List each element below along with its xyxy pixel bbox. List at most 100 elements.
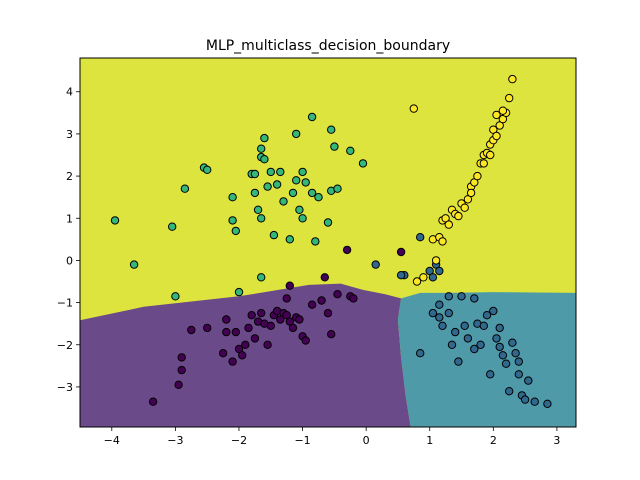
data-point-class-2 [257, 273, 266, 282]
data-point-class-3 [486, 150, 495, 160]
data-point-class-0 [222, 315, 231, 324]
data-point-class-1 [470, 344, 479, 354]
data-point-class-2 [301, 178, 310, 187]
y-tick-label: −3 [57, 381, 73, 394]
y-tick-label: 0 [66, 254, 73, 267]
data-point-class-2 [180, 184, 190, 193]
data-point-class-1 [495, 323, 504, 333]
data-point-class-2 [292, 176, 301, 185]
data-point-class-1 [530, 397, 539, 406]
data-point-class-2 [110, 216, 120, 225]
data-point-class-3 [409, 104, 418, 113]
data-point-class-1 [460, 321, 469, 330]
data-point-class-3 [473, 171, 482, 181]
data-point-class-1 [416, 233, 425, 242]
data-point-class-2 [288, 188, 298, 198]
data-point-class-2 [279, 197, 288, 206]
data-point-class-0 [288, 323, 298, 333]
data-point-class-1 [492, 334, 501, 343]
data-point-class-1 [470, 294, 479, 303]
data-point-class-2 [358, 159, 368, 168]
data-point-class-0 [257, 308, 266, 318]
data-point-class-1 [444, 308, 453, 318]
data-point-class-2 [298, 167, 307, 177]
data-point-class-1 [486, 370, 495, 379]
data-point-class-1 [454, 357, 463, 366]
data-point-class-3 [431, 256, 441, 265]
data-point-class-0 [327, 330, 336, 339]
data-point-class-1 [428, 308, 438, 318]
x-tick-label: 2 [490, 434, 497, 447]
y-tick-label: −2 [57, 339, 73, 352]
data-point-class-2 [257, 144, 266, 153]
data-point-class-2 [307, 112, 317, 122]
data-point-class-1 [463, 334, 473, 343]
data-point-class-2 [311, 237, 320, 246]
data-point-class-3 [492, 110, 501, 120]
data-point-class-1 [444, 292, 453, 301]
data-point-class-0 [342, 245, 352, 255]
data-point-class-3 [505, 93, 514, 103]
data-point-class-0 [282, 294, 291, 303]
data-point-class-1 [482, 311, 492, 320]
data-point-class-2 [330, 142, 339, 151]
data-point-class-1 [451, 327, 460, 337]
data-point-class-1 [479, 321, 488, 330]
data-point-class-2 [292, 129, 301, 139]
y-tick-label: 1 [66, 212, 73, 225]
data-point-class-2 [266, 167, 275, 177]
data-point-class-2 [228, 193, 237, 202]
data-point-class-2 [314, 193, 323, 202]
x-tick-label: 3 [553, 434, 560, 447]
data-point-class-3 [466, 188, 476, 198]
data-point-class-0 [177, 353, 186, 362]
x-tick-label: −1 [294, 434, 310, 447]
data-point-class-1 [435, 313, 444, 322]
data-point-class-2 [231, 226, 241, 236]
data-point-class-3 [438, 237, 447, 246]
data-point-class-2 [257, 214, 266, 223]
data-point-class-1 [524, 376, 533, 385]
x-tick-label: 1 [426, 434, 433, 447]
data-point-class-3 [412, 277, 422, 286]
data-point-class-0 [263, 340, 272, 349]
data-point-class-1 [435, 300, 444, 309]
data-point-class-1 [543, 399, 552, 408]
data-point-class-0 [396, 247, 406, 257]
data-point-class-1 [514, 370, 523, 379]
data-point-class-3 [460, 203, 469, 212]
data-point-class-1 [501, 359, 511, 368]
data-point-class-0 [307, 300, 317, 309]
data-point-class-0 [323, 308, 333, 318]
data-point-class-0 [218, 349, 228, 358]
data-point-class-2 [323, 218, 333, 227]
data-point-class-2 [295, 205, 304, 215]
x-tick-label: 0 [363, 434, 370, 447]
data-point-class-3 [479, 159, 488, 168]
x-axis-ticks: −4 −3 −2 −1 0 1 2 3 [104, 427, 560, 447]
data-point-class-0 [285, 281, 294, 290]
data-point-class-0 [333, 290, 342, 299]
x-tick-label: −2 [231, 434, 247, 447]
data-point-class-3 [419, 273, 428, 282]
data-point-class-0 [174, 380, 183, 389]
data-point-class-2 [250, 169, 260, 179]
data-point-class-2 [333, 184, 342, 193]
data-point-class-3 [492, 131, 501, 141]
data-point-class-1 [495, 342, 504, 352]
data-point-class-1 [457, 292, 466, 301]
data-point-class-2 [272, 180, 282, 189]
data-point-class-0 [244, 323, 253, 333]
data-point-class-2 [171, 292, 180, 301]
data-point-class-0 [177, 365, 186, 375]
data-point-class-0 [187, 325, 196, 335]
x-tick-label: −4 [104, 434, 120, 447]
data-point-class-0 [247, 311, 256, 320]
data-point-class-0 [222, 327, 231, 337]
y-tick-label: 3 [66, 128, 73, 141]
data-point-class-1 [511, 349, 520, 358]
data-point-class-2 [234, 287, 244, 297]
data-point-class-2 [346, 146, 355, 156]
data-point-class-2 [327, 125, 336, 134]
